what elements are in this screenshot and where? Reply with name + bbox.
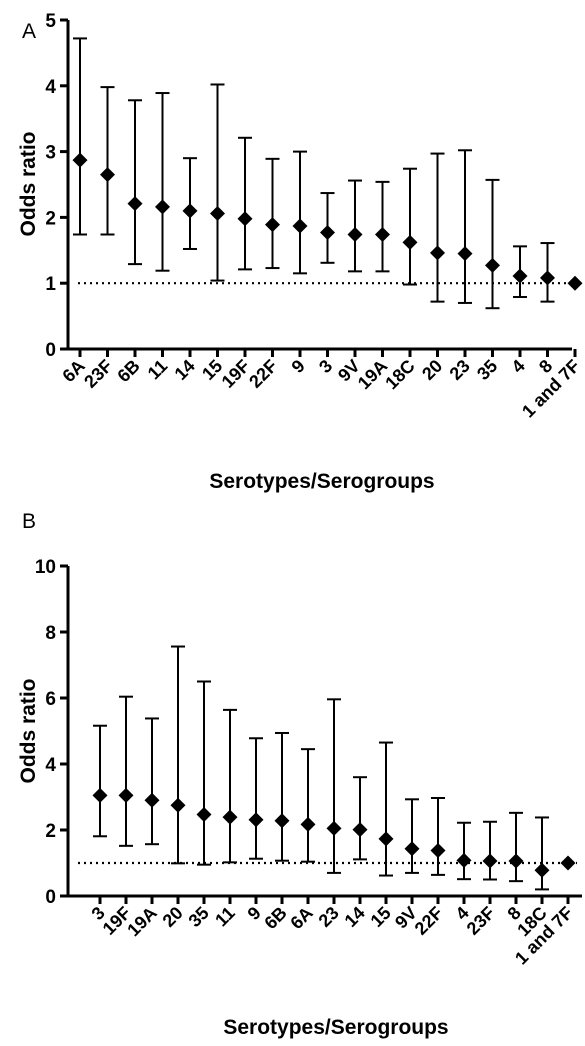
panel-b-y-tick-label: 10 xyxy=(35,557,56,578)
panel-a-data-point xyxy=(265,217,280,233)
panel-a-data-point xyxy=(210,205,225,221)
panel-a-data-point xyxy=(512,268,528,284)
panel-b-data-point xyxy=(170,797,186,813)
panel-a-data-point xyxy=(540,270,555,286)
panel-b-y-tick-label: 8 xyxy=(45,623,56,644)
panel-b-x-tick-label: 22F xyxy=(411,903,447,939)
panel-a-label: A xyxy=(22,20,36,43)
panel-b-data-point xyxy=(456,852,472,868)
panel-a-x-tick-label: 4 xyxy=(508,356,529,377)
panel-a-x-tick-label: 20 xyxy=(418,356,446,384)
panel-a-data-point xyxy=(182,203,198,219)
panel-a-x-tick-label: 23F xyxy=(80,356,116,392)
panel-b-y-tick-label: 0 xyxy=(45,887,56,908)
panel-b-data-point xyxy=(144,792,160,808)
panel-a-x-tick-label: 11 xyxy=(144,356,172,384)
panel-b-data-point xyxy=(482,853,498,869)
panel-a-y-tick-label: 1 xyxy=(45,274,56,295)
panel-b-data-point xyxy=(508,853,524,869)
panel-b-data-point xyxy=(92,787,108,803)
panel-a-data-point xyxy=(430,245,445,261)
panel-b-data-point xyxy=(118,787,134,803)
panel-a-y-tick-label: 2 xyxy=(45,208,56,229)
panel-a-y-tick-label: 5 xyxy=(45,11,56,32)
panel-b-data-point xyxy=(248,812,264,828)
panel-a-data-point xyxy=(567,275,583,291)
panel-b-y-tick-label: 6 xyxy=(45,689,56,710)
panel-a-data-point xyxy=(155,199,170,215)
panel-b-x-tick-label: 14 xyxy=(341,903,369,931)
panel-a-x-tick-label: 14 xyxy=(171,356,199,384)
panel-a-data-point xyxy=(457,246,473,262)
panel-b-x-tick-label: 11 xyxy=(211,903,239,931)
panel-b-y-axis-title: Odds ratio xyxy=(17,678,40,783)
panel-b-data-point xyxy=(222,809,238,825)
panel-a-data-point xyxy=(127,196,143,212)
panel-a-data-point xyxy=(237,211,253,227)
panel-b-x-tick-label: 35 xyxy=(185,903,213,931)
panel-a-x-tick-label: 6B xyxy=(113,356,143,386)
panel-a-x-tick-label: 9 xyxy=(288,356,309,377)
panel-b-x-tick-label: 19A xyxy=(123,903,160,940)
panel-a-data-point xyxy=(292,218,308,234)
panel-a-x-axis-title: Serotypes/Serogroups xyxy=(209,470,434,493)
panel-b-data-point xyxy=(560,855,576,871)
panel-b-data-point xyxy=(378,831,394,847)
panel-b-x-tick-label: 23 xyxy=(315,903,343,931)
panel-a-data-point xyxy=(375,227,390,243)
panel-b-data-point xyxy=(300,816,316,832)
panel-b-x-tick-label: 20 xyxy=(159,903,187,931)
panel-b-x-tick-label: 6A xyxy=(286,903,316,933)
panel-a-y-axis-title: Odds ratio xyxy=(17,131,40,236)
panel-a-y-tick-label: 3 xyxy=(45,143,56,164)
panel-b-data-point xyxy=(352,822,368,838)
panel-a-data-point xyxy=(100,167,115,183)
panel-b-y-tick-label: 2 xyxy=(45,821,56,842)
panel-a-x-tick-label: 35 xyxy=(473,356,501,384)
panel-b-label: B xyxy=(22,510,36,533)
panel-b-data-point xyxy=(274,813,290,829)
panel-b-x-tick-label: 23F xyxy=(463,903,499,939)
panel-a-x-tick-label: 23 xyxy=(446,356,474,384)
panel-b-data-point xyxy=(534,862,550,878)
panel-a-x-tick-label: 22F xyxy=(245,356,281,392)
panel-a-y-tick-label: 4 xyxy=(45,77,56,98)
panel-b-data-point xyxy=(196,806,212,822)
panel-b-data-point xyxy=(404,841,420,857)
panel-b-data-point xyxy=(326,820,342,836)
panel-a-data-point xyxy=(320,225,335,241)
panel-a-data-point xyxy=(485,257,500,273)
panel-a-x-tick-label: 18C xyxy=(381,356,418,393)
panel-a-y-tick-label: 0 xyxy=(45,340,56,361)
panel-a-data-point xyxy=(72,152,88,168)
panel-b-y-tick-label: 4 xyxy=(45,755,56,776)
panel-b-x-tick-label: 15 xyxy=(367,903,395,931)
panel-a-data-point xyxy=(402,234,418,250)
panel-a-data-point xyxy=(347,227,363,243)
panel-a-x-tick-label: 3 xyxy=(315,356,336,377)
panel-b-data-point xyxy=(430,842,446,858)
panel-b-x-axis-title: Serotypes/Serogroups xyxy=(223,1016,448,1039)
